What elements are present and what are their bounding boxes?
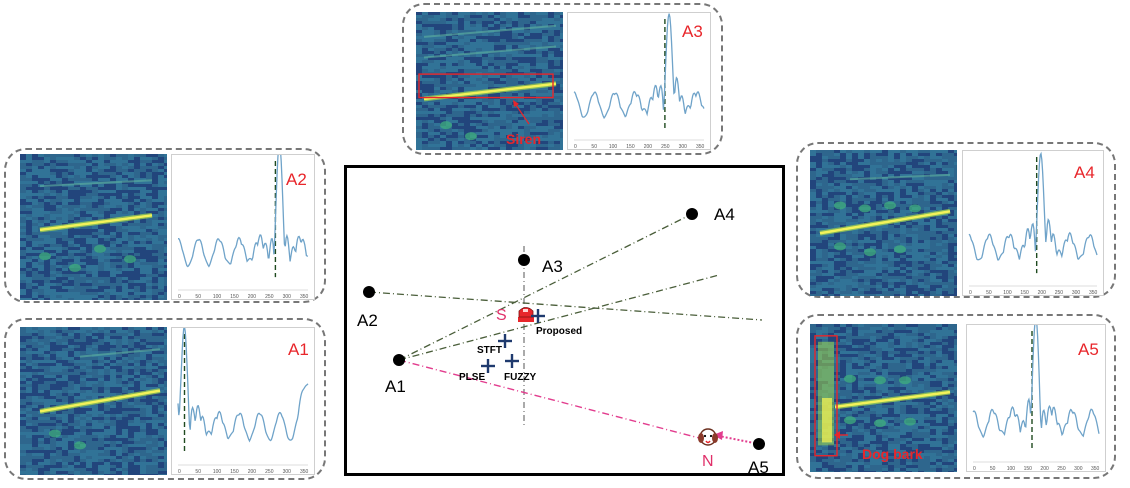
- correlation-plot-a2: 0 50 100 150 200 250 300 350: [171, 154, 315, 300]
- panel-label-a4: A4: [1074, 163, 1095, 182]
- spectrogram-a5: [810, 324, 957, 472]
- mic-label-a5: A5: [748, 458, 769, 473]
- method-label-plse: PLSE: [459, 372, 485, 383]
- axis-tick-label: 0: [969, 290, 972, 295]
- dog-icon: [698, 428, 718, 446]
- axis-tick-label: 250: [1057, 466, 1066, 471]
- map-canvas: A1 A2 A3 A4 A5 S N Proposed STFT: [357, 205, 769, 477]
- panel-a2: 0 50 100 150 200 250 300 350 A2: [4, 148, 326, 303]
- axis-tick-label: 0: [178, 294, 181, 299]
- axis-tick-label: 100: [1003, 290, 1012, 295]
- panel-a4: 0 50 100 150 200 250 300 350 A4: [796, 142, 1116, 298]
- correlation-plot-a1: 0 50 100 150 200 250 300 350: [171, 327, 315, 475]
- axis-tick-label: 150: [626, 144, 635, 149]
- axis-tick-label: 200: [644, 144, 653, 149]
- panel-label-a2: A2: [286, 170, 307, 189]
- spectrogram-a4: [810, 150, 957, 296]
- source-n-label: N: [702, 453, 714, 470]
- spectrogram-a3: [416, 12, 563, 150]
- mic-label-a3: A3: [542, 257, 563, 276]
- axis-tick-label: 50: [591, 144, 597, 149]
- axis-tick-label: 150: [1024, 466, 1033, 471]
- axis-tick-label: 100: [213, 469, 222, 474]
- localization-map: A1 A2 A3 A4 A5 S N Proposed STFT: [344, 165, 785, 477]
- axis-tick-label: 0: [574, 144, 577, 149]
- spectrogram-a1: [20, 327, 167, 475]
- method-label-proposed: Proposed: [536, 326, 582, 337]
- method-label-fuzzy: FUZZY: [504, 372, 537, 383]
- correlation-plot-a4: 0 50 100 150 200 250 300 350: [962, 150, 1104, 296]
- spectrogram-a2: [20, 154, 167, 300]
- axis-tick-label: 200: [248, 294, 257, 299]
- axis-tick-label: 50: [986, 290, 992, 295]
- axis-tick-label: 150: [1020, 290, 1029, 295]
- axis-tick-label: 300: [1072, 290, 1081, 295]
- panel-label-a3: A3: [682, 22, 703, 41]
- axis-tick-label: 100: [213, 294, 222, 299]
- axis-tick-label: 150: [230, 469, 239, 474]
- axis-tick-label: 350: [300, 469, 309, 474]
- axis-tick-label: 250: [265, 469, 274, 474]
- axis-tick-label: 50: [990, 466, 996, 471]
- dog-bark-label: Dog bark: [862, 446, 923, 462]
- axis-tick-label: 300: [679, 144, 688, 149]
- axis-tick-label: 100: [1007, 466, 1016, 471]
- panel-label-a1: A1: [288, 340, 309, 359]
- axis-tick-label: 300: [1074, 466, 1083, 471]
- mic-label-a4: A4: [714, 205, 735, 224]
- axis-tick-label: 250: [265, 294, 274, 299]
- axis-tick-label: 250: [661, 144, 670, 149]
- axis-tick-label: 300: [283, 294, 292, 299]
- axis-tick-label: 150: [230, 294, 239, 299]
- correlation-plot-a5: 0 50 100 150 200 250 300 350: [966, 324, 1106, 472]
- correlation-plot-a3: 0 50 100 150 200 250 300 350: [567, 12, 711, 150]
- mic-label-a1: A1: [385, 377, 406, 396]
- axis-tick-label: 100: [609, 144, 618, 149]
- siren-icon: [518, 307, 534, 322]
- axis-tick-label: 200: [1038, 290, 1047, 295]
- axis-tick-label: 350: [696, 144, 705, 149]
- axis-tick-label: 350: [300, 294, 309, 299]
- panel-a1: 0 50 100 150 200 250 300 350 A1: [4, 318, 326, 480]
- method-label-stft: STFT: [477, 345, 502, 356]
- axis-tick-label: 50: [195, 294, 201, 299]
- cross-marks: [481, 309, 545, 373]
- axis-tick-label: 0: [973, 466, 976, 471]
- axis-tick-label: 350: [1091, 466, 1100, 471]
- panel-a3: 0 50 100 150 200 250 300 350 A3 Siren: [402, 3, 723, 155]
- axis-tick-label: 0: [178, 469, 181, 474]
- axis-tick-label: 50: [195, 469, 201, 474]
- panel-label-a5: A5: [1078, 340, 1099, 359]
- axis-tick-label: 350: [1089, 290, 1098, 295]
- axis-tick-label: 200: [248, 469, 257, 474]
- axis-tick-label: 200: [1040, 466, 1049, 471]
- panel-a5: 0 50 100 150 200 250 300 350 A5 Dog bark: [796, 314, 1116, 479]
- siren-label: Siren: [506, 131, 542, 147]
- axis-tick-label: 250: [1055, 290, 1064, 295]
- axis-tick-label: 300: [283, 469, 292, 474]
- mic-label-a2: A2: [357, 311, 378, 330]
- source-s-label: S: [496, 307, 507, 324]
